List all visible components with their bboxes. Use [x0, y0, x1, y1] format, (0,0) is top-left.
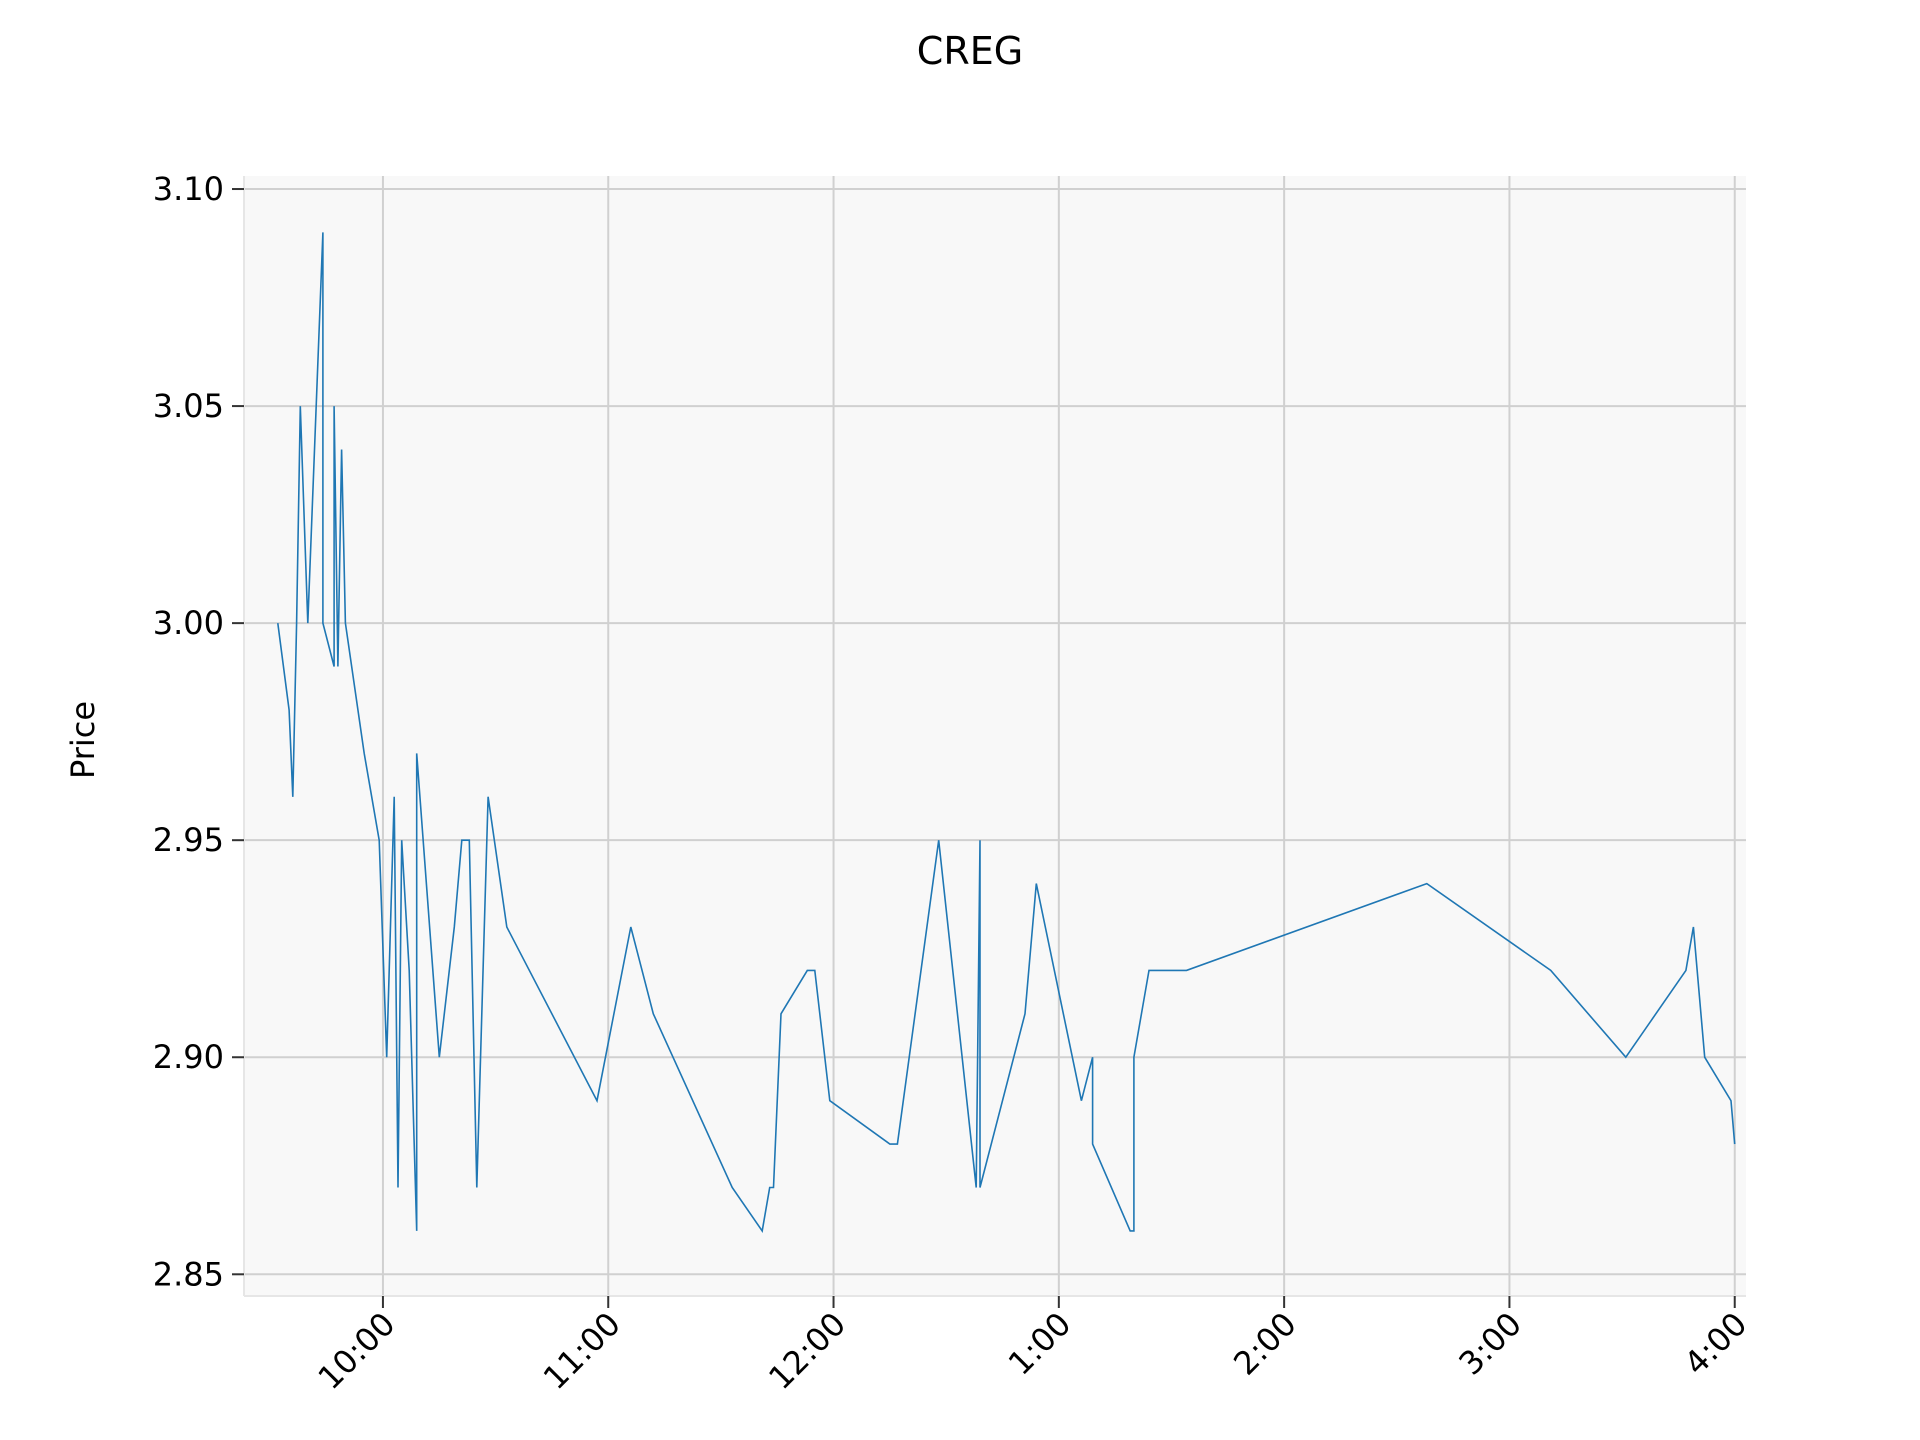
y-tick-label: 2.95 — [153, 821, 224, 859]
x-tick-label: 10:00 — [311, 1305, 403, 1397]
y-tick-label: 2.90 — [153, 1038, 224, 1076]
y-tick-label: 3.10 — [153, 170, 224, 208]
x-tick-label: 1:00 — [1001, 1305, 1079, 1383]
y-tick-label: 2.85 — [153, 1255, 224, 1293]
x-tick-label: 3:00 — [1451, 1305, 1529, 1383]
x-tick-label: 11:00 — [536, 1305, 628, 1397]
x-tick-label: 4:00 — [1677, 1305, 1755, 1383]
x-tick-label: 12:00 — [761, 1305, 853, 1397]
price-line — [277, 232, 1736, 1233]
plot-area — [244, 176, 1746, 1296]
y-axis-label: Price — [64, 701, 102, 779]
chart-title: CREG — [917, 29, 1023, 73]
x-tick-label: 2:00 — [1226, 1305, 1304, 1383]
y-tick-label: 3.05 — [153, 387, 224, 425]
y-tick-label: 3.00 — [153, 604, 224, 642]
